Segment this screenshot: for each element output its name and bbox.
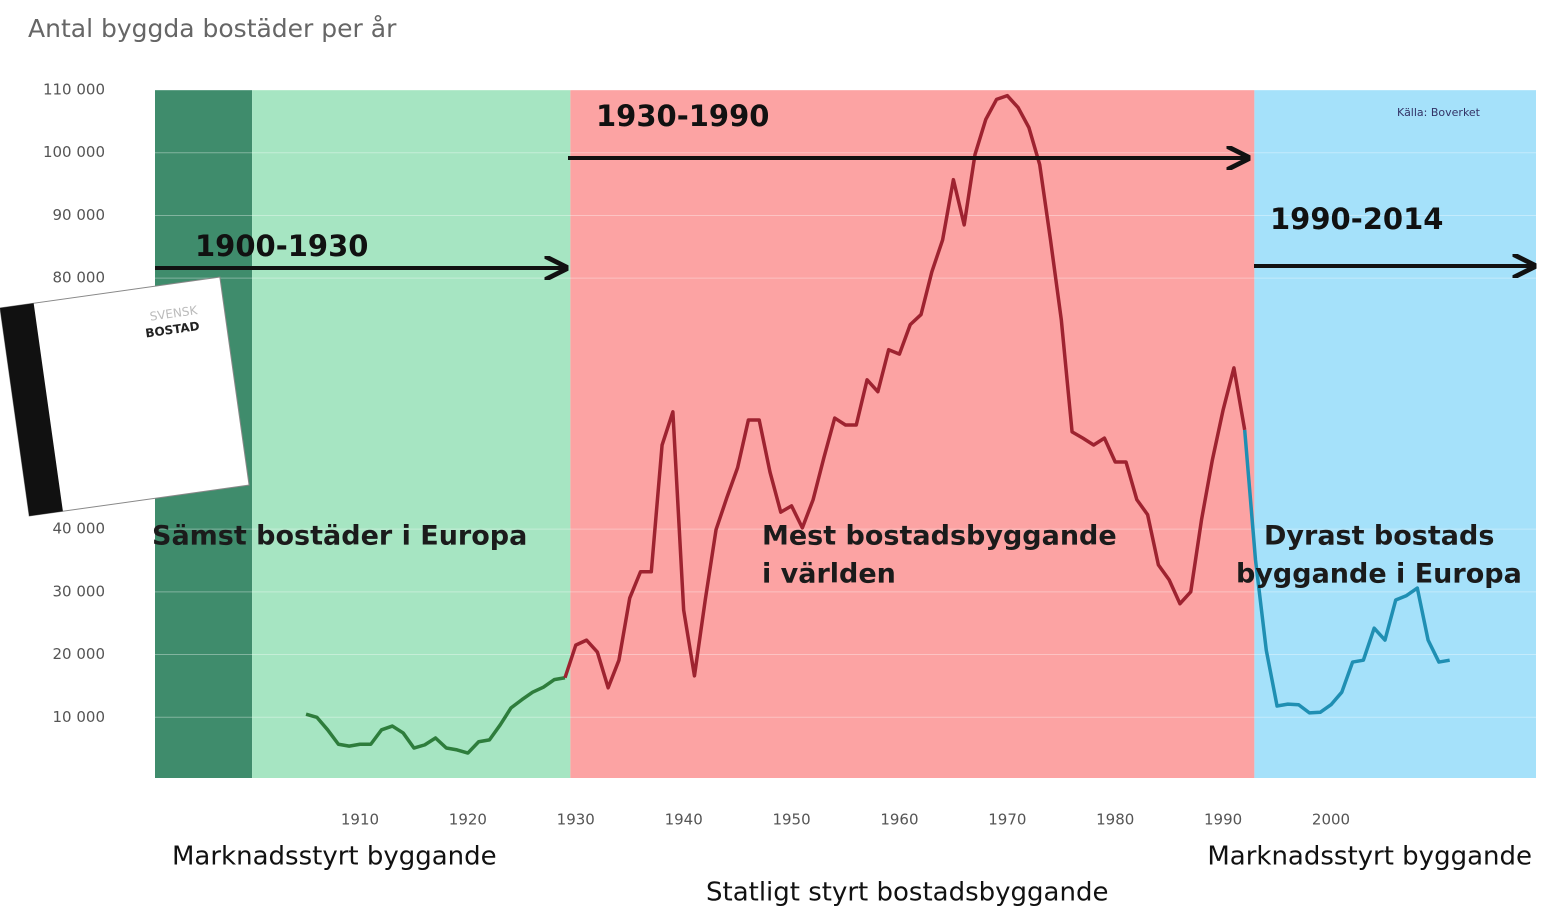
x-tick-label: 1980 (1096, 811, 1134, 829)
description: Dyrast bostads (1264, 521, 1494, 552)
bands (155, 90, 1536, 778)
description: i världen (762, 559, 896, 590)
x-tick-label: 1920 (449, 811, 487, 829)
x-tick-label: 1930 (557, 811, 595, 829)
x-tick-label: 1960 (880, 811, 918, 829)
period-label: 1900-1930 (195, 229, 368, 263)
y-tick-label: 30 000 (53, 582, 106, 600)
y-tick-label: 20 000 (53, 645, 106, 663)
book: SVENSK BOSTAD (0, 277, 249, 516)
period-label: 1990-2014 (1270, 202, 1443, 236)
bottom-label: Marknadsstyrt byggande (1207, 842, 1532, 872)
y-tick-label: 110 000 (43, 81, 105, 99)
y-tick-label: 80 000 (53, 269, 106, 287)
description: byggande i Europa (1236, 559, 1522, 590)
y-tick-label: 100 000 (43, 143, 105, 161)
bottom-label: Marknadsstyrt byggande (172, 842, 497, 872)
band (1254, 90, 1536, 778)
x-tick-label: 1950 (772, 811, 810, 829)
x-tick-label: 2000 (1312, 811, 1350, 829)
period-label: 1930-1990 (596, 99, 769, 133)
bottom-label: Statligt styrt bostadsbyggande (706, 878, 1108, 908)
y-tick-label: 40 000 (53, 520, 106, 538)
chart: Antal byggda bostäder per år Källa: Bove… (0, 0, 1541, 911)
x-tick-label: 1940 (665, 811, 703, 829)
x-tick-label: 1910 (341, 811, 379, 829)
y-tick-label: 90 000 (53, 206, 106, 224)
y-tick-label: 10 000 (53, 708, 106, 726)
chart-title: Antal byggda bostäder per år (28, 14, 397, 43)
x-tick-label: 1970 (988, 811, 1026, 829)
band (252, 90, 570, 778)
x-tick-label: 1990 (1204, 811, 1242, 829)
description: Mest bostadsbyggande (762, 521, 1117, 552)
description: Sämst bostäder i Europa (152, 521, 527, 552)
source: Källa: Boverket (1397, 106, 1481, 119)
